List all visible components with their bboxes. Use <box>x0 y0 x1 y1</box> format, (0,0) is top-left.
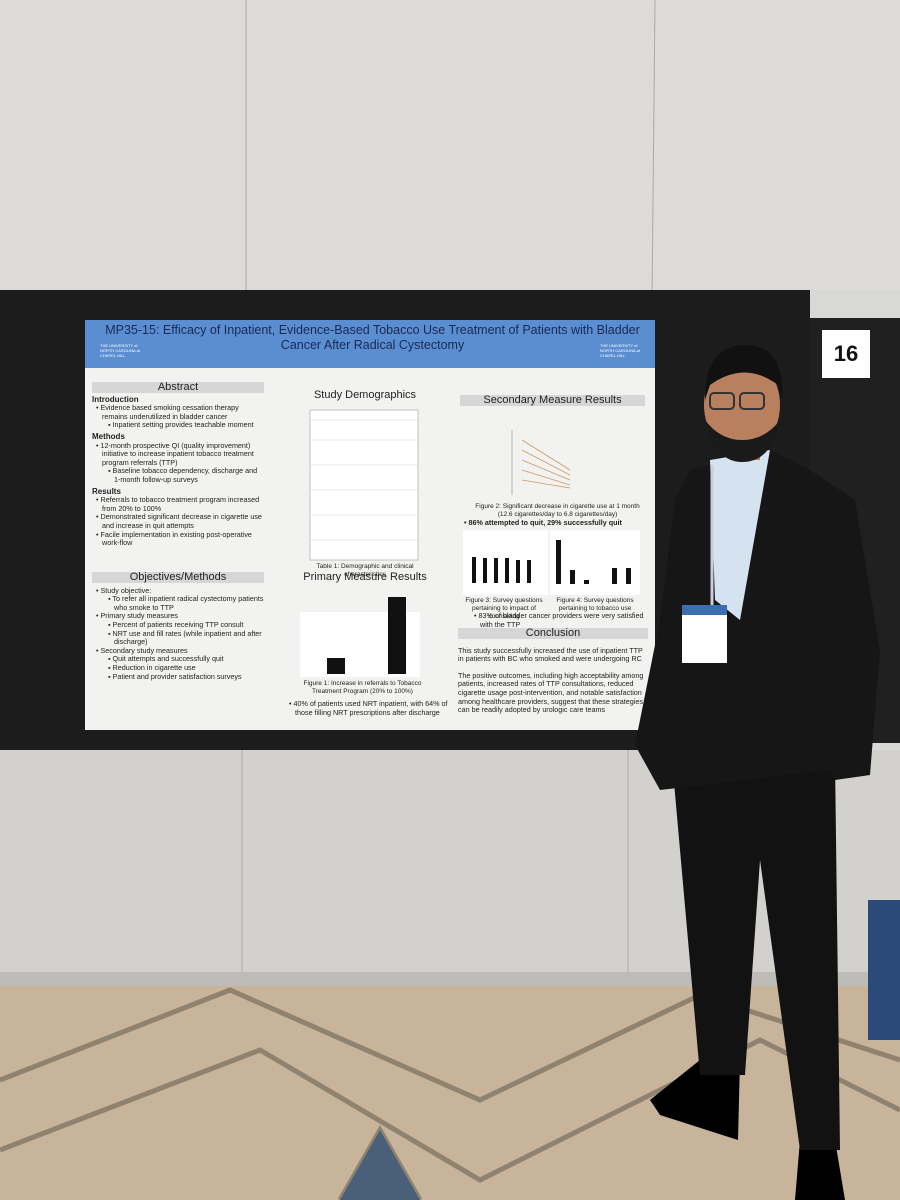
bullet: Facile implementation in existing post-o… <box>92 530 264 548</box>
sub-bullet: Percent of patients receiving TTP consul… <box>92 620 264 630</box>
poster-header <box>85 320 655 368</box>
sub-bullet: NRT use and fill rates (while inpatient … <box>92 629 264 647</box>
subsection-heading: Introduction <box>92 394 139 404</box>
objectives: Study objective:To refer all inpatient r… <box>92 586 264 682</box>
figure-2-lines <box>521 439 571 489</box>
sub-bullet: Patient and provider satisfaction survey… <box>92 672 264 682</box>
bullet: 40% of patients used NRT inpatient, with… <box>285 699 465 717</box>
sub-bullet: Inpatient setting provides teachable mom… <box>92 421 264 430</box>
backpack <box>868 900 900 1040</box>
bullet: 86% attempted to quit, 29% successfully … <box>460 518 655 528</box>
table-rows <box>310 419 418 541</box>
demographics-table <box>309 409 419 561</box>
section-heading: Study Demographics <box>313 389 417 401</box>
trousers <box>672 760 840 1150</box>
section-heading: Objectives/Methods <box>92 572 264 583</box>
sub-bullet: Reduction in cigarette use <box>92 663 264 673</box>
figure-4-bars <box>556 540 631 584</box>
poster-title: MP35-15: Efficacy of Inpatient, Evidence… <box>105 323 640 352</box>
bullet: 12-month prospective QI (quality improve… <box>92 441 264 468</box>
bullet: Demonstrated significant decrease in cig… <box>92 512 264 530</box>
bullet: Evidence based smoking cessation therapy… <box>92 403 264 421</box>
board-number: 16 <box>822 330 870 378</box>
caption: Figure 2: Significant decrease in cigare… <box>475 503 640 518</box>
baseboard <box>0 972 900 986</box>
shoe <box>650 1060 740 1140</box>
abstract: IntroductionEvidence based smoking cessa… <box>92 394 264 548</box>
subsection-heading: Methods <box>92 431 125 441</box>
bullet: Primary study measures <box>92 612 264 621</box>
bullet: Referrals to tobacco treatment program i… <box>92 495 264 513</box>
figure-1-bar <box>327 658 345 674</box>
logo-text: THE UNIVERSITY of NORTH CAROLINA at CHAP… <box>100 343 140 358</box>
jacket <box>635 450 880 790</box>
subsection-heading: Results <box>92 486 121 496</box>
glasses <box>709 392 735 410</box>
sub-bullet: Quit attempts and successfully quit <box>92 655 264 664</box>
wall-seam <box>651 0 656 301</box>
section-heading: Conclusion <box>458 628 648 639</box>
figure-4 <box>550 530 640 595</box>
carpet-pattern <box>340 1130 420 1200</box>
beard <box>705 420 780 462</box>
section-heading: Abstract <box>92 382 264 393</box>
bullet: Study objective: <box>92 586 264 596</box>
caption: Figure 4: Survey questions pertaining to… <box>556 597 634 612</box>
badge-band <box>682 605 727 615</box>
sub-bullet: Baseline tobacco dependency, discharge a… <box>92 466 264 484</box>
caption: Table 1: Demographic and clinical charac… <box>316 563 414 578</box>
logo-text: THE UNIVERSITY of NORTH CAROLINA at CHAP… <box>600 343 640 358</box>
hair <box>705 345 783 400</box>
bullet: Secondary study measures <box>92 646 264 656</box>
caption: Figure 1: Increase in referrals to Tobac… <box>303 680 422 695</box>
face <box>704 357 780 453</box>
conclusion-text: This study successfully increased the us… <box>458 645 643 664</box>
section-heading: Secondary Measure Results <box>460 395 645 406</box>
figure-1-bar <box>388 597 406 674</box>
section-heading: Primary Measure Results <box>303 571 427 583</box>
glasses <box>739 392 765 410</box>
shoe <box>795 1140 845 1200</box>
bullet: 83% of bladder cancer providers were ver… <box>470 611 655 629</box>
wall <box>0 0 900 290</box>
conclusion-text: The positive outcomes, including high ac… <box>458 670 644 715</box>
shirt <box>710 450 770 620</box>
sub-bullet: To refer all inpatient radical cystectom… <box>92 594 264 612</box>
figure-3-bars <box>472 557 531 583</box>
